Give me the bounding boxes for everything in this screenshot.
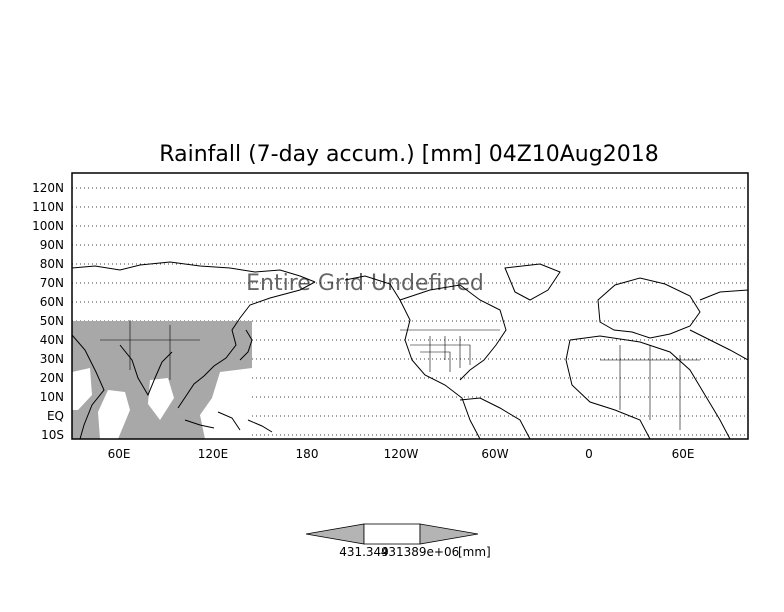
lat-label: 30N — [40, 352, 64, 366]
lat-label: 70N — [40, 276, 64, 290]
lon-label: 0 — [585, 447, 593, 461]
lat-label: 50N — [40, 314, 64, 328]
lon-label: 120W — [384, 447, 419, 461]
colorbar-unit: [mm] — [458, 545, 491, 559]
longitude-labels: 60E 120E 180 120W 60W 0 60E — [108, 447, 695, 461]
colorbar-left-value: 431.349 — [339, 545, 389, 559]
colorbar-box — [363, 523, 421, 545]
lat-label: 60N — [40, 295, 64, 309]
colorbar: 431.349 431389e+06 [mm] — [305, 523, 491, 559]
lat-label: 110N — [32, 200, 64, 214]
map-frame — [71, 172, 749, 440]
coastlines — [72, 261, 748, 439]
lon-label: 60E — [108, 447, 131, 461]
lon-label: 60W — [481, 447, 508, 461]
latitude-labels: 120N 110N 100N 90N 80N 70N 60N 50N 40N 3… — [32, 181, 64, 442]
colorbar-right-value: 431389e+06 — [381, 545, 460, 559]
undefined-grid-message: Entire Grid Undefined — [246, 271, 484, 296]
shaded-sea-gaps — [72, 368, 252, 439]
lon-label: 180 — [296, 447, 319, 461]
lat-label: 20N — [40, 371, 64, 385]
lat-label: 10S — [41, 428, 64, 442]
map-title: Rainfall (7-day accum.) [mm] 04Z10Aug201… — [159, 142, 658, 167]
lat-label: 40N — [40, 333, 64, 347]
lat-label: 100N — [32, 219, 64, 233]
colorbar-right-arrow — [419, 523, 479, 545]
map-plot-area: Entire Grid Undefined — [71, 172, 749, 440]
lat-label: 10N — [40, 390, 64, 404]
lat-label: 80N — [40, 257, 64, 271]
lon-label: 120E — [198, 447, 229, 461]
lat-label: 120N — [32, 181, 64, 195]
lat-label: 90N — [40, 238, 64, 252]
lon-label: 60E — [672, 447, 695, 461]
country-borders — [100, 320, 700, 430]
lat-label: EQ — [47, 409, 64, 423]
colorbar-left-arrow — [305, 523, 365, 545]
